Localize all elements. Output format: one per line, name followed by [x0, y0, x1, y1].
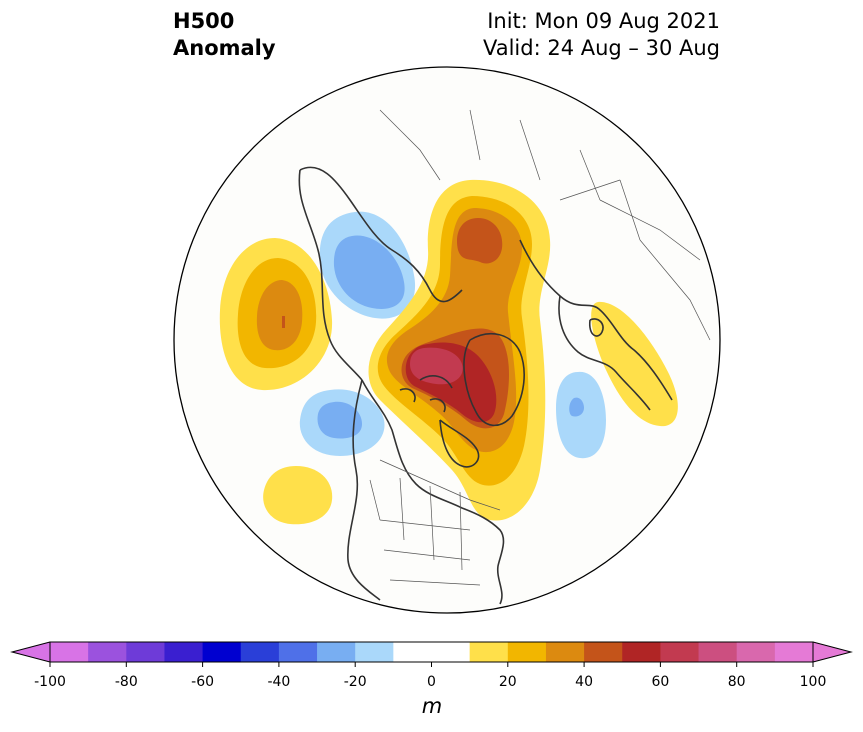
colorbar-tick-label: 0: [427, 674, 436, 690]
colorbar-segment: [622, 642, 661, 662]
map-boundary: [173, 66, 721, 614]
anomaly-subtropical-positive: [263, 466, 333, 525]
colorbar-segment: [698, 642, 738, 662]
colorbar-segment: [660, 642, 700, 662]
anomaly-map: [173, 66, 721, 614]
anomaly-pacific-core: [282, 316, 285, 328]
colorbar-tick-label: 100: [799, 674, 827, 690]
colorbar-segment: [50, 642, 89, 662]
field-type: Anomaly: [173, 36, 276, 60]
colorbar-segment: [736, 642, 776, 662]
colorbar-tick-label: 40: [575, 674, 594, 690]
coastline-north-america: [361, 379, 505, 605]
coastline-greenland: [463, 332, 525, 427]
colorbar-segment: [507, 642, 547, 662]
colorbar-segment: [278, 642, 318, 662]
colorbar-tick-label: 80: [727, 674, 746, 690]
borders: [369, 109, 711, 586]
coastline-europe: [558, 295, 651, 411]
colorbar-segment: [240, 642, 280, 662]
colorbar-tick-label: -80: [114, 674, 138, 690]
colorbar-under-arrow: [12, 642, 50, 662]
colorbar-tick-label: -60: [191, 674, 215, 690]
anomaly-arctic-40: [456, 218, 503, 264]
coastline-arctic-islands: [399, 375, 453, 413]
anomaly-fields: [219, 179, 678, 525]
colorbar-segment: [393, 642, 471, 662]
anomaly-alaska-20: [317, 401, 362, 439]
colorbar-segment: [355, 642, 394, 662]
colorbar-segment: [774, 642, 814, 662]
colorbar-over-arrow: [813, 642, 851, 662]
anomaly-siberia-20: [333, 235, 405, 309]
colorbar-segment: [317, 642, 356, 662]
anomaly-europe-positive: [591, 301, 678, 427]
anomaly-canada-60: [410, 347, 463, 385]
field-title: H500 Anomaly: [173, 8, 276, 62]
anomaly-atlantic-negative: [556, 371, 606, 459]
coastline-uk: [588, 318, 604, 337]
colorbar-segment: [202, 642, 242, 662]
init-date: Init: Mon 09 Aug 2021: [487, 9, 720, 33]
colorbar-tick-label: -20: [343, 674, 367, 690]
colorbar-under-outline: [10, 641, 51, 663]
valid-range: Valid: 24 Aug – 30 Aug: [482, 36, 720, 60]
coastlines: [298, 166, 673, 605]
colorbar-tick-label: 20: [498, 674, 517, 690]
border-russia: [379, 109, 641, 241]
colorbar-unit: m: [421, 694, 443, 718]
colorbar-tick-label: 60: [651, 674, 670, 690]
colorbar-segments: [50, 642, 814, 662]
colorbar-segment: [469, 642, 509, 662]
colorbar: [10, 641, 853, 667]
colorbar-segment: [126, 642, 165, 662]
field-name: H500: [173, 9, 235, 33]
colorbar-over-outline: [812, 641, 853, 663]
colorbar-segment: [584, 642, 623, 662]
coastline-siberia: [299, 166, 463, 303]
coastline-scandinavia: [519, 239, 673, 401]
colorbar-ticks: [49, 662, 814, 667]
colorbar-tick-label: -40: [267, 674, 291, 690]
anomaly-atlantic-20: [569, 397, 584, 417]
coastline-kamchatka: [298, 169, 363, 381]
coastline-hudson-bay: [439, 419, 480, 468]
border-us-canada: [379, 459, 501, 511]
border-asia: [559, 179, 711, 341]
anomaly-pacific-30: [256, 280, 303, 351]
colorbar-tick-label: -100: [34, 674, 66, 690]
colorbar-segment: [88, 642, 127, 662]
colorbar-segment: [545, 642, 585, 662]
border-us-states: [369, 477, 481, 586]
forecast-dates: Init: Mon 09 Aug 2021 Valid: 24 Aug – 30…: [483, 8, 720, 62]
colorbar-segment: [164, 642, 204, 662]
coastline-west-coast: [347, 379, 381, 601]
